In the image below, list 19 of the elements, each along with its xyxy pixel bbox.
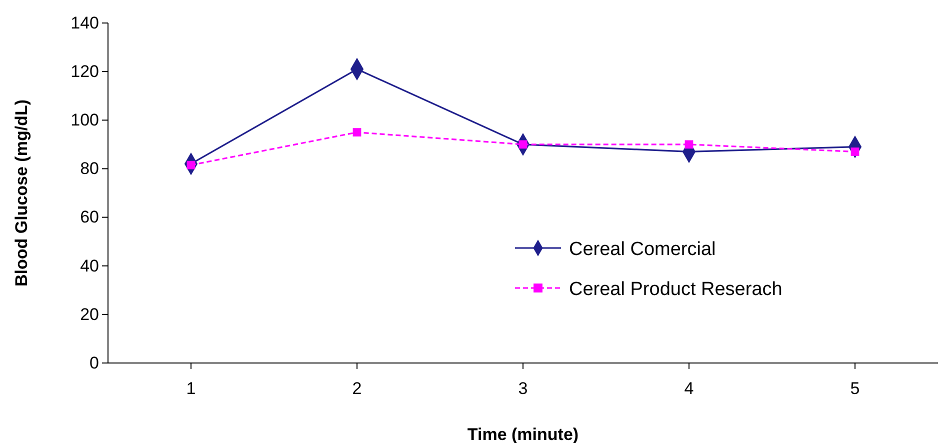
x-tick-label: 2 <box>352 379 362 398</box>
y-tick-label: 120 <box>70 62 99 82</box>
x-tick-label: 3 <box>518 379 528 398</box>
y-axis-title: Blood Glucose (mg/dL) <box>12 100 31 286</box>
y-tick-label: 140 <box>70 13 99 32</box>
point <box>352 128 362 136</box>
y-tick-label: 20 <box>80 304 99 324</box>
y-tick-label: 80 <box>80 159 99 178</box>
y-tick-label: 60 <box>80 208 99 227</box>
point <box>684 140 694 149</box>
x-tick-label: 5 <box>850 379 860 398</box>
y-tick-label: 0 <box>90 353 99 372</box>
x-tick-label: 1 <box>186 379 196 398</box>
x-tick-label: 4 <box>684 379 694 398</box>
y-tick-label: 40 <box>80 256 99 276</box>
point <box>850 148 860 156</box>
legend-label: Cereal Product Reserach <box>569 279 782 300</box>
y-tick-label: 100 <box>70 110 99 130</box>
legend-label: Cereal Comercial <box>569 239 716 260</box>
